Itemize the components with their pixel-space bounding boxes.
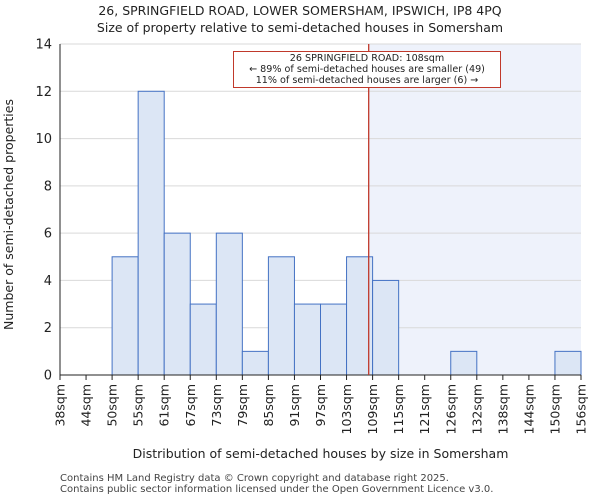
x-tick-label: 115sqm <box>391 384 406 434</box>
x-tick-label: 73sqm <box>209 384 224 427</box>
y-tick-label: 4 <box>44 274 52 289</box>
x-axis-title: Distribution of semi-detached houses by … <box>133 446 509 461</box>
x-tick-label: 55sqm <box>131 384 146 427</box>
y-tick-label: 10 <box>35 132 52 147</box>
histogram-bar <box>554 350 582 376</box>
footer-licence: Contains public sector information licen… <box>60 484 494 495</box>
histogram-bar <box>267 256 295 376</box>
y-tick-label: 12 <box>35 85 52 100</box>
annotation-larger-share: 11% of semi-detached houses are larger (… <box>255 75 479 86</box>
larger-region-highlight <box>368 44 581 375</box>
y-tick-label: 8 <box>44 179 52 194</box>
histogram-bar <box>189 303 217 376</box>
histogram-bar <box>450 350 478 376</box>
y-tick-label: 0 <box>44 369 52 384</box>
x-tick-label: 50sqm <box>105 384 120 427</box>
y-tick-label: 14 <box>35 38 52 53</box>
x-tick-label: 61sqm <box>157 384 172 427</box>
chart-title-address: 26, SPRINGFIELD ROAD, LOWER SOMERSHAM, I… <box>98 3 502 18</box>
x-tick-label: 156sqm <box>574 384 589 434</box>
x-tick-label: 132sqm <box>469 384 484 434</box>
y-tick-label: 2 <box>44 321 52 336</box>
y-tick-label: 6 <box>44 227 52 242</box>
histogram-bar <box>241 350 269 376</box>
y-axis-title: Number of semi-detached properties <box>1 99 16 330</box>
x-tick-label: 79sqm <box>235 384 250 427</box>
x-tick-label: 121sqm <box>417 384 432 434</box>
x-tick-label: 150sqm <box>547 384 562 434</box>
x-tick-label: 144sqm <box>521 384 536 434</box>
histogram-bar <box>137 90 165 376</box>
x-tick-label: 38sqm <box>53 384 68 427</box>
histogram-bar <box>215 232 243 376</box>
histogram-bar <box>111 256 139 376</box>
annotation-property-label: 26 SPRINGFIELD ROAD: 108sqm <box>289 53 445 64</box>
x-tick-label: 126sqm <box>443 384 458 434</box>
x-tick-label: 85sqm <box>261 384 276 427</box>
x-tick-label: 91sqm <box>287 384 302 427</box>
x-tick-label: 67sqm <box>183 384 198 427</box>
histogram-bar <box>372 279 400 376</box>
histogram-bar <box>320 303 348 376</box>
footer-copyright: Contains HM Land Registry data © Crown c… <box>60 473 449 484</box>
x-tick-label: 44sqm <box>79 384 94 427</box>
x-tick-label: 97sqm <box>313 384 328 427</box>
annotation-smaller-share: ← 89% of semi-detached houses are smalle… <box>249 64 485 75</box>
x-tick-label: 138sqm <box>495 384 510 434</box>
property-annotation-box: 26 SPRINGFIELD ROAD: 108sqm ← 89% of sem… <box>233 51 501 88</box>
histogram-bar <box>163 232 191 376</box>
x-tick-label: 109sqm <box>365 384 380 434</box>
x-tick-label: 103sqm <box>339 384 354 434</box>
histogram-bar <box>293 303 322 376</box>
chart-title: Size of property relative to semi-detach… <box>96 20 504 35</box>
